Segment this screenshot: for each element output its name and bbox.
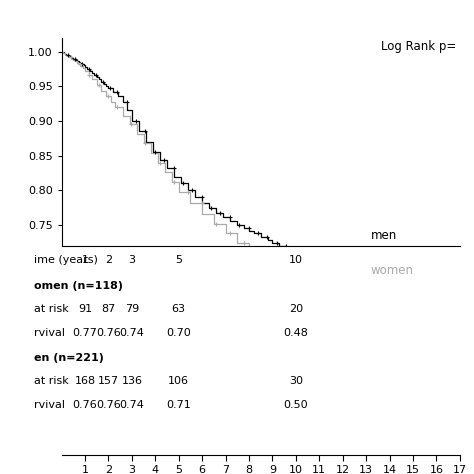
- Text: 3: 3: [128, 255, 136, 265]
- Text: 63: 63: [172, 304, 186, 314]
- Text: 0.71: 0.71: [166, 400, 191, 410]
- Text: 0.48: 0.48: [283, 328, 308, 337]
- Text: 0.76: 0.76: [96, 328, 121, 337]
- Text: 136: 136: [121, 376, 142, 386]
- Text: 91: 91: [78, 304, 92, 314]
- Text: rvival: rvival: [34, 400, 65, 410]
- Text: 0.74: 0.74: [119, 400, 144, 410]
- Text: 0.50: 0.50: [283, 400, 308, 410]
- Text: 0.74: 0.74: [119, 328, 144, 337]
- Text: at risk: at risk: [34, 376, 69, 386]
- Text: 0.76: 0.76: [96, 400, 121, 410]
- Text: Log Rank p=: Log Rank p=: [381, 40, 456, 53]
- Text: 0.76: 0.76: [73, 400, 98, 410]
- Text: 0.70: 0.70: [166, 328, 191, 337]
- Text: 5: 5: [175, 255, 182, 265]
- Text: 168: 168: [74, 376, 96, 386]
- Text: 87: 87: [101, 304, 116, 314]
- Text: 10: 10: [289, 255, 303, 265]
- Text: ime (years): ime (years): [34, 255, 98, 265]
- Text: rvival: rvival: [34, 328, 65, 337]
- Text: 79: 79: [125, 304, 139, 314]
- Text: en (n=221): en (n=221): [34, 353, 104, 363]
- Text: at risk: at risk: [34, 304, 69, 314]
- Text: 2: 2: [105, 255, 112, 265]
- Text: 157: 157: [98, 376, 119, 386]
- Text: 106: 106: [168, 376, 189, 386]
- Text: 0.77: 0.77: [73, 328, 98, 337]
- Text: 20: 20: [289, 304, 303, 314]
- Text: 1: 1: [82, 255, 89, 265]
- Text: men: men: [371, 229, 397, 242]
- Text: women: women: [371, 264, 414, 276]
- Text: omen (n=118): omen (n=118): [34, 281, 123, 291]
- Text: 30: 30: [289, 376, 303, 386]
